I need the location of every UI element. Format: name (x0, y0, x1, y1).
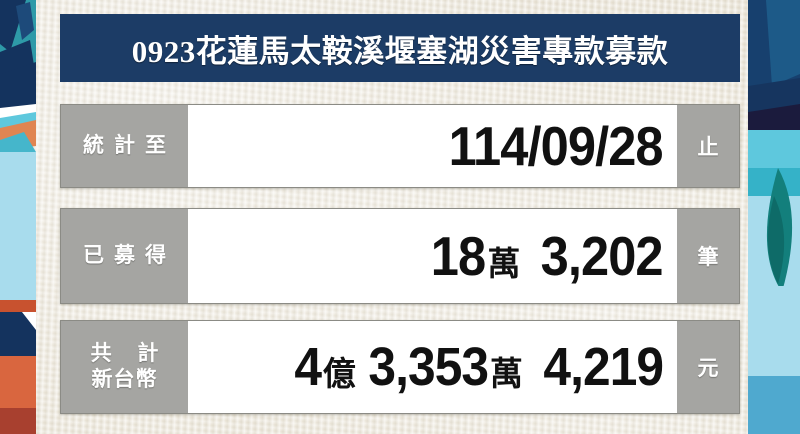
value-unit: 億 (322, 355, 356, 392)
row-suffix-total-amount: 元 (677, 321, 739, 413)
row-suffix-donation-count: 筆 (677, 209, 739, 303)
row-suffix-statistics-date: 止 (677, 105, 739, 187)
value-unit: 萬 (487, 244, 521, 282)
table-row: 統計至 114/09/28 止 (60, 104, 740, 188)
value-number: 3,353 (368, 337, 489, 397)
table-row: 已募得 18 萬 3,202 筆 (60, 208, 740, 304)
value-number: 18 (430, 224, 486, 287)
value-unit: 萬 (489, 355, 523, 392)
row-value-donation-count: 18 萬 3,202 (188, 209, 677, 303)
row-label-donation-count: 已募得 (61, 209, 188, 303)
row-value-statistics-date: 114/09/28 (188, 105, 677, 187)
row-label-line: 統計至 (83, 134, 176, 158)
row-label-line: 已募得 (83, 244, 176, 268)
left-decorative-artwork (0, 0, 36, 434)
table-row: 共 計 新台幣 4 億 3,353 萬 4,219 元 (60, 320, 740, 414)
value-number: 4 (293, 337, 322, 397)
value-number: 4,219 (543, 337, 664, 397)
row-value-total-amount: 4 億 3,353 萬 4,219 (188, 321, 677, 413)
row-label-statistics-date: 統計至 (61, 105, 188, 187)
right-decorative-artwork (748, 0, 800, 434)
poster-title-banner: 0923花蓮馬太鞍溪堰塞湖災害專款募款 (60, 14, 740, 82)
page-title: 0923花蓮馬太鞍溪堰塞湖災害專款募款 (131, 33, 669, 69)
row-label-line: 新台幣 (91, 368, 158, 391)
row-label-line: 共 計 (90, 342, 169, 366)
value-number: 114/09/28 (448, 114, 664, 177)
row-label-total-amount: 共 計 新台幣 (61, 321, 188, 413)
value-number: 3,202 (540, 224, 664, 287)
